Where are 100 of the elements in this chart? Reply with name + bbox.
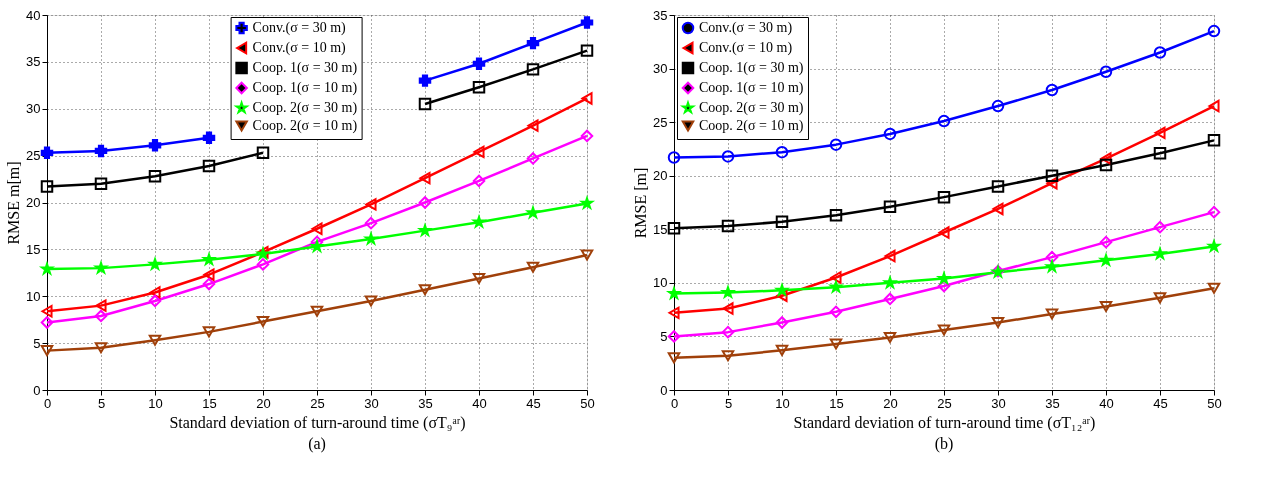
point bbox=[1099, 235, 1113, 249]
legend-label: Coop. 2(σ = 30 m) bbox=[252, 100, 358, 116]
point bbox=[1207, 282, 1221, 294]
x-tick-label: 45 bbox=[1153, 395, 1168, 411]
point bbox=[667, 221, 681, 235]
y-tick-label: 25 bbox=[26, 148, 41, 164]
point bbox=[472, 272, 486, 284]
point bbox=[775, 316, 789, 329]
point bbox=[883, 200, 897, 214]
point bbox=[830, 271, 842, 284]
x-tick-label: 20 bbox=[883, 395, 898, 411]
x-tick-label: 15 bbox=[829, 395, 844, 411]
point bbox=[149, 286, 161, 299]
x-tick-label: 50 bbox=[1207, 395, 1222, 411]
point bbox=[148, 139, 162, 152]
legend-label: Coop. 1(σ = 30 m) bbox=[252, 60, 358, 76]
point bbox=[829, 138, 843, 151]
point bbox=[364, 216, 378, 230]
y-tick-label: 35 bbox=[653, 7, 668, 23]
point bbox=[721, 150, 735, 163]
point bbox=[1045, 308, 1059, 320]
point bbox=[991, 99, 1005, 113]
y-tick-label: 0 bbox=[660, 382, 668, 398]
y-axis-title: RMSE m[m] bbox=[5, 161, 23, 245]
point bbox=[94, 177, 108, 190]
point bbox=[94, 144, 108, 158]
point bbox=[580, 16, 594, 29]
x-tick-label: 20 bbox=[256, 395, 271, 411]
point bbox=[1100, 152, 1112, 165]
point bbox=[418, 196, 432, 209]
point bbox=[418, 97, 432, 111]
point bbox=[1207, 134, 1221, 147]
point bbox=[829, 209, 843, 222]
point bbox=[365, 198, 377, 211]
point bbox=[203, 268, 215, 281]
y-tick-label: 0 bbox=[33, 382, 41, 398]
point bbox=[202, 277, 216, 291]
point bbox=[1099, 65, 1113, 79]
x-tick-label: 40 bbox=[1099, 395, 1114, 411]
point bbox=[526, 36, 540, 50]
point bbox=[1208, 99, 1220, 113]
y-tick-label: 20 bbox=[26, 195, 41, 210]
point bbox=[473, 145, 485, 159]
x-axis-title: Standard deviation of turn-around time (σT₉ᵃʳ) bbox=[169, 413, 466, 432]
x-tick-label: 30 bbox=[364, 395, 379, 411]
text: (b) bbox=[934, 435, 954, 453]
point bbox=[94, 309, 108, 323]
y-tick-label: 15 bbox=[26, 241, 41, 257]
point bbox=[1099, 158, 1113, 172]
x-tick-label: 35 bbox=[1045, 395, 1060, 411]
point bbox=[41, 305, 53, 318]
point bbox=[1045, 169, 1059, 182]
legend-label: Conv.(σ = 10 m) bbox=[252, 40, 347, 56]
point bbox=[1099, 300, 1113, 312]
point bbox=[526, 63, 540, 76]
point bbox=[937, 114, 951, 128]
y-axis-title: RMSE [m] bbox=[632, 167, 650, 239]
point bbox=[527, 119, 539, 132]
point bbox=[937, 324, 951, 336]
point bbox=[202, 131, 216, 145]
point bbox=[721, 350, 735, 362]
y-tick-label: 25 bbox=[653, 114, 668, 130]
point bbox=[1153, 46, 1167, 59]
point bbox=[1153, 220, 1167, 234]
x-tick-label: 0 bbox=[43, 395, 52, 411]
point bbox=[256, 146, 270, 160]
point bbox=[40, 345, 54, 357]
point bbox=[472, 80, 486, 94]
y-tick-label: 40 bbox=[26, 7, 41, 23]
point bbox=[1207, 24, 1221, 38]
point bbox=[148, 334, 162, 346]
point bbox=[418, 284, 432, 296]
point bbox=[256, 258, 270, 271]
point bbox=[884, 249, 896, 263]
point bbox=[202, 159, 216, 173]
x-tick-label: 5 bbox=[97, 395, 106, 411]
point bbox=[526, 152, 540, 165]
legend-label: Coop. 2(σ = 30 m) bbox=[699, 100, 804, 116]
y-tick-label: 35 bbox=[26, 54, 41, 70]
point bbox=[1045, 250, 1059, 264]
point bbox=[418, 74, 432, 87]
point bbox=[472, 57, 486, 70]
point bbox=[580, 44, 594, 57]
x-tick-label: 50 bbox=[580, 395, 595, 411]
point bbox=[883, 127, 897, 141]
point bbox=[992, 202, 1004, 216]
point bbox=[580, 129, 594, 143]
y-tick-label: 5 bbox=[33, 335, 41, 351]
point bbox=[883, 331, 897, 344]
y-tick-label: 15 bbox=[653, 221, 668, 237]
point bbox=[1153, 146, 1167, 160]
point bbox=[721, 219, 735, 233]
point bbox=[40, 180, 54, 193]
point bbox=[1045, 83, 1059, 97]
x-tick-label: 5 bbox=[724, 395, 733, 411]
point bbox=[776, 289, 788, 302]
x-axis-title: Standard deviation of turn-around time (σT₁₂ᵃʳ) bbox=[793, 413, 1096, 432]
point bbox=[937, 190, 951, 204]
y-tick-label: 5 bbox=[660, 328, 668, 344]
legend-label: Conv.(σ = 10 m) bbox=[699, 40, 793, 56]
